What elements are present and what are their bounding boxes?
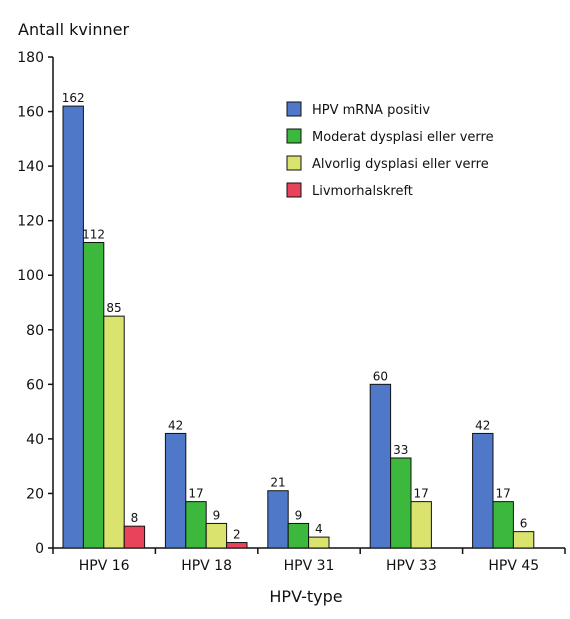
legend-label: HPV mRNA positiv (312, 103, 430, 118)
data-label: 8 (131, 511, 139, 525)
data-label: 4 (315, 522, 323, 536)
bar (410, 501, 432, 549)
legend-label: Alvorlig dysplasi eller verre (312, 157, 489, 172)
legend-swatch (286, 182, 302, 198)
data-label: 60 (373, 369, 388, 383)
y-tick-label: 180 (17, 50, 44, 66)
bar (267, 490, 289, 549)
legend-swatch (286, 128, 302, 144)
legend-label: Moderat dysplasi eller verre (312, 130, 494, 145)
data-label: 17 (496, 487, 511, 501)
y-tick-label: 140 (17, 159, 44, 175)
bar (123, 525, 146, 549)
y-tick-label: 20 (26, 486, 44, 502)
y-tick-label: 160 (17, 105, 44, 121)
x-tick-label: HPV 31 (284, 558, 335, 574)
legend-swatch (286, 155, 302, 171)
bar (512, 531, 535, 549)
bar (287, 522, 310, 549)
y-tick-label: 100 (17, 268, 44, 284)
bar (226, 542, 248, 549)
x-tick-label: HPV 16 (79, 558, 130, 574)
data-label: 17 (414, 487, 429, 501)
bar (103, 315, 125, 549)
y-tick-label: 120 (17, 214, 44, 230)
data-label: 162 (62, 91, 85, 105)
data-label: 21 (270, 476, 285, 490)
y-tick-label: 0 (35, 541, 44, 557)
bar (472, 432, 494, 549)
x-axis-title: HPV-type (269, 587, 342, 606)
bar (164, 432, 187, 549)
y-axis-title: Antall kvinner (18, 20, 129, 39)
data-label: 9 (213, 508, 221, 522)
x-tick-label: HPV 45 (488, 558, 539, 574)
bar (205, 522, 228, 549)
data-label: 42 (168, 418, 183, 432)
y-tick-label: 40 (26, 432, 44, 448)
bar (369, 383, 392, 549)
bar (62, 105, 84, 549)
x-axis: HPV 16 HPV 18 HPV 31 HPV 33 HPV 45 (52, 547, 566, 574)
data-label: 112 (82, 227, 105, 241)
bar (308, 536, 330, 549)
y-tick-label: 60 (26, 377, 44, 393)
x-tick-label: HPV 33 (386, 558, 437, 574)
data-label: 9 (295, 508, 303, 522)
data-label: 2 (233, 528, 241, 542)
bar (390, 457, 412, 549)
x-tick-label: HPV 18 (181, 558, 232, 574)
legend-label: Livmorhalskreft (312, 184, 413, 199)
legend-swatch (286, 101, 302, 117)
y-tick-label: 80 (26, 323, 44, 339)
data-label: 42 (475, 418, 490, 432)
data-label: 6 (520, 517, 528, 531)
legend: HPV mRNA positiv Moderat dysplasi eller v… (286, 101, 494, 199)
bar (185, 501, 207, 549)
bar (82, 241, 105, 549)
data-label: 33 (393, 443, 408, 457)
data-label: 17 (188, 487, 203, 501)
y-axis: 0 20 40 60 80 100 120 140 160 180 (17, 50, 54, 557)
bar (492, 501, 514, 549)
data-label: 85 (106, 301, 121, 315)
